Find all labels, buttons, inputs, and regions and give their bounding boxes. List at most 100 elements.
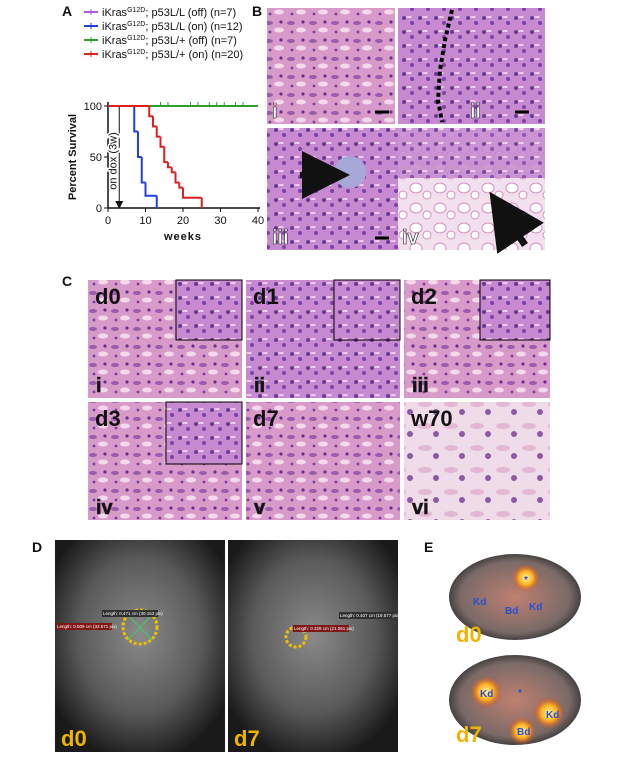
arrow <box>489 191 544 254</box>
panel-label: C <box>62 273 72 289</box>
measurement: Length: 0.509 cm (32.571 pix) <box>57 624 117 629</box>
y-axis-label: Percent Survival <box>67 114 79 200</box>
x-tick-label: 40 <box>252 215 264 227</box>
survival-step <box>148 106 153 118</box>
histology-image <box>267 8 395 124</box>
image-label: iv <box>96 497 114 519</box>
survival-step <box>137 131 142 158</box>
survival-step <box>140 157 146 184</box>
organ-label: Kd <box>480 689 493 700</box>
measurement-box <box>339 612 395 619</box>
annotation: on dox (3w) <box>107 132 119 189</box>
day-label: d0 <box>61 726 87 751</box>
legend-entry: iKrasG12D; p53L/+ (off) (n=7) <box>102 35 237 47</box>
legend-text: ; p53L/L (off) (n=7) <box>145 7 236 19</box>
pet-signal <box>470 676 502 708</box>
legend-entry: iKrasG12D; p53L/L (on) (n=12) <box>102 21 243 33</box>
image-label: iii <box>412 375 429 397</box>
pet-image <box>449 554 581 640</box>
legend-text: ; p53L/+ (off) (n=7) <box>145 35 237 47</box>
survival-step <box>163 146 168 164</box>
measurement: Length: 0.407 cm (19.577 pix) <box>340 613 400 618</box>
mri-image <box>228 540 398 752</box>
legend-text: iKras <box>102 35 128 47</box>
tumor-outline <box>121 608 159 646</box>
legend-text: iKras <box>102 7 128 19</box>
survival-step <box>167 162 172 169</box>
measurement-box <box>56 623 112 630</box>
day-label: d1 <box>253 284 279 309</box>
day-label: d7 <box>456 722 482 747</box>
organ-label: Kd <box>473 597 486 608</box>
image-label: iii <box>272 227 289 249</box>
x-tick-label: 30 <box>214 215 226 227</box>
legend-entry: iKrasG12D; p53L/+ (on) (n=20) <box>102 49 243 61</box>
image-label: ii <box>254 375 265 397</box>
image-label: ii <box>470 101 481 123</box>
survival-step <box>174 172 180 184</box>
x-axis-label: weeks <box>163 231 202 243</box>
day-label: d0 <box>95 284 121 309</box>
histology-image <box>398 8 545 124</box>
y-tick-label: 0 <box>96 203 102 215</box>
pet-signal <box>533 697 565 729</box>
image-label: i <box>96 375 102 397</box>
image-label: iv <box>402 227 420 249</box>
survival-step <box>133 106 138 133</box>
legend-sup: G12D <box>127 49 145 56</box>
organ-label: Kd <box>529 602 542 613</box>
panel-label: A <box>62 3 72 19</box>
lesion <box>334 156 366 188</box>
survival-step <box>144 182 157 197</box>
day-label: d0 <box>456 622 482 647</box>
day-label: d3 <box>95 406 121 431</box>
measurement: Length: 0.329 cm (21.061 pix) <box>294 626 354 631</box>
legend-text: iKras <box>102 21 128 33</box>
image-label: v <box>254 497 266 519</box>
image-label: i <box>272 101 278 123</box>
organ-label: Bd <box>517 727 530 738</box>
survival-step <box>178 182 183 189</box>
legend-sup: G12D <box>127 7 145 14</box>
survival-step <box>159 136 165 148</box>
survival-step <box>182 187 202 199</box>
organ-label: * <box>524 575 528 586</box>
mri-image <box>55 540 225 752</box>
organ-label: Bd <box>505 606 518 617</box>
boundary-line <box>435 9 454 123</box>
measure-line <box>127 614 153 641</box>
organ-label: * <box>518 688 522 699</box>
pet-signal <box>508 717 536 745</box>
legend-text: ; p53L/L (on) (n=12) <box>145 21 242 33</box>
y-tick-label: 100 <box>84 101 102 113</box>
survival-step <box>170 167 176 174</box>
panel-label: B <box>252 3 262 19</box>
panel-label: D <box>32 539 42 555</box>
x-tick-label: 20 <box>177 215 189 227</box>
legend-sup: G12D <box>127 21 145 28</box>
day-label: d7 <box>234 726 260 751</box>
legend-sup: G12D <box>127 35 145 42</box>
measurement: Length: 0.471 cm (30.153 pix) <box>103 611 163 616</box>
day-label: d2 <box>411 284 437 309</box>
measurement-box <box>102 610 158 617</box>
legend-entry: iKrasG12D; p53L/L (off) (n=7) <box>102 7 236 19</box>
tumor-region <box>398 128 545 178</box>
x-tick-label: 0 <box>105 215 111 227</box>
legend-text: ; p53L/+ (on) (n=20) <box>145 49 243 61</box>
survival-step <box>152 116 157 128</box>
x-tick-label: 10 <box>139 215 151 227</box>
organ-label: Kd <box>546 710 559 721</box>
day-label: d7 <box>253 406 279 431</box>
panel-c-images <box>88 279 551 520</box>
image-label: vi <box>412 497 429 519</box>
pet-signal <box>512 564 540 592</box>
panel-label: E <box>424 539 433 555</box>
y-tick-label: 50 <box>90 152 102 164</box>
measurement-box <box>293 625 349 632</box>
survival-step <box>155 126 161 138</box>
day-label: w70 <box>410 406 453 431</box>
legend-text: iKras <box>102 49 128 61</box>
